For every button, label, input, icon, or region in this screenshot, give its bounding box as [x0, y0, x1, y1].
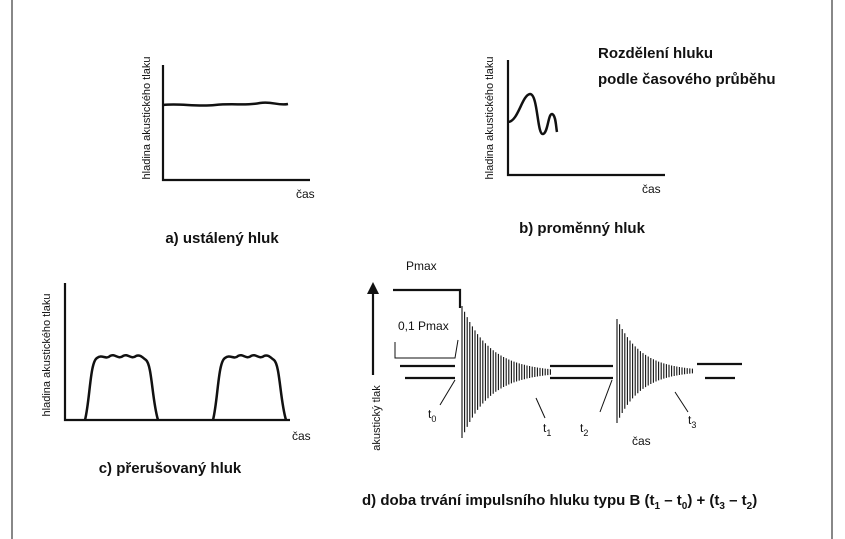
- t-base: t: [688, 413, 692, 427]
- t-sub: 2: [583, 428, 588, 438]
- pmax-label: Pmax: [406, 259, 437, 273]
- curve-c1: [83, 354, 160, 421]
- arrow-head: [367, 282, 379, 294]
- t-label: t3: [688, 413, 696, 430]
- caption-part: ) + (t: [687, 492, 719, 509]
- t-sub: 3: [691, 420, 696, 430]
- t-sub: 1: [546, 428, 551, 438]
- caption-a: a) ustálený hluk: [165, 230, 279, 247]
- y-label-a: hladina akustického tlaku: [141, 57, 153, 180]
- pmax01-label: 0,1 Pmax: [398, 319, 449, 333]
- title-line: Rozdělení hluku: [598, 45, 713, 62]
- x-label-c: čas: [292, 429, 311, 443]
- t-base: t: [428, 407, 432, 421]
- curve-b: [507, 92, 559, 136]
- y-label-d: akustický tlak: [371, 385, 383, 451]
- axes-b: [506, 60, 665, 177]
- y-label-b: hladina akustického tlaku: [484, 57, 496, 180]
- caption-part: – t: [725, 492, 747, 509]
- x-label-b: čas: [642, 182, 661, 196]
- t-sub: 0: [431, 414, 436, 424]
- x-label-a: čas: [296, 187, 315, 201]
- impulse-bursts: [461, 306, 693, 438]
- caption-part: ): [752, 492, 757, 509]
- curve-c2: [211, 354, 288, 421]
- axes-a: [161, 65, 310, 182]
- t-label: t1: [543, 421, 551, 438]
- axes-c: [63, 283, 290, 422]
- caption-b: b) proměnný hluk: [519, 220, 645, 237]
- caption-d: d) doba trvání impulsního hluku typu B (…: [362, 492, 757, 512]
- caption-part: d) doba trvání impulsního hluku typu B (…: [362, 492, 655, 509]
- y-label-c: hladina akustického tlaku: [41, 294, 53, 417]
- caption-sub: 3: [719, 501, 725, 512]
- burst: [461, 306, 551, 438]
- pmax01-line: [394, 339, 459, 359]
- caption-sub: 0: [682, 501, 688, 512]
- pmax-line: [393, 288, 462, 308]
- baseline-lines: [400, 362, 742, 380]
- curve-a: [162, 101, 289, 107]
- x-label-d: čas: [632, 434, 651, 448]
- t-label: t2: [580, 421, 588, 438]
- t-leaders: [439, 379, 689, 419]
- caption-c: c) přerušovaný hluk: [99, 460, 242, 477]
- t-base: t: [580, 421, 584, 435]
- t-label: t0: [428, 407, 436, 424]
- title-line: podle časového průběhu: [598, 71, 776, 88]
- caption-part: – t: [660, 492, 682, 509]
- t-base: t: [543, 421, 547, 435]
- burst: [616, 319, 693, 423]
- caption-sub: 1: [655, 501, 661, 512]
- caption-sub: 2: [747, 501, 753, 512]
